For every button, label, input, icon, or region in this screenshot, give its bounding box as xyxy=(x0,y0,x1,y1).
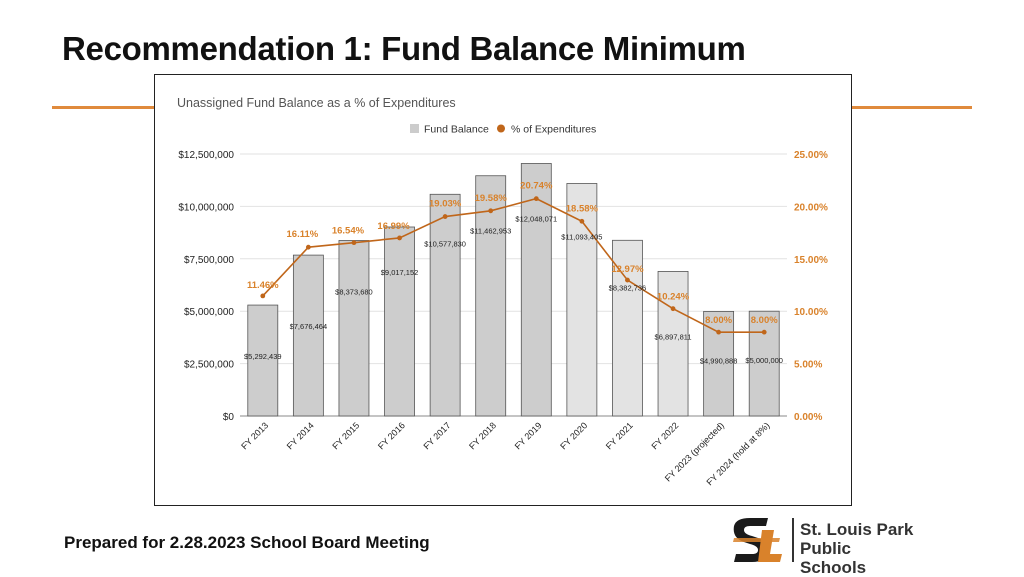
line-data-label: 8.00% xyxy=(751,315,778,326)
y-right-tick-label: 15.00% xyxy=(794,255,828,266)
bar-data-label: $11,462,953 xyxy=(470,227,511,236)
fund-balance-chart: Unassigned Fund Balance as a % of Expend… xyxy=(177,96,828,487)
line-data-label: 8.00% xyxy=(705,315,732,326)
bar xyxy=(429,193,461,417)
line-point xyxy=(670,306,676,312)
bar-data-label: $9,017,152 xyxy=(381,268,419,277)
line-point xyxy=(625,277,630,283)
bar-data-label: $7,676,464 xyxy=(290,322,328,331)
bar xyxy=(384,226,415,417)
y-right-tick-label: 10.00% xyxy=(794,307,828,318)
x-tick-label: FY 2013 xyxy=(239,420,270,451)
line-point xyxy=(488,208,494,214)
y-right-tick-label: 0.00% xyxy=(794,412,822,423)
line-data-label: 12.97% xyxy=(611,264,644,275)
bar-data-label: $10,577,830 xyxy=(424,239,466,248)
x-tick-label: FY 2021 xyxy=(604,420,635,451)
y-right-tick-label: 20.00% xyxy=(794,202,828,213)
chart-frame: Unassigned Fund Balance as a % of Expend… xyxy=(154,74,852,506)
line-point xyxy=(305,244,311,250)
logo-line-1: St. Louis Park xyxy=(800,520,914,539)
x-tick-label: FY 2020 xyxy=(558,420,589,451)
logo-text: St. Louis Park Public Schools xyxy=(800,520,918,577)
bar-data-label: $4,990,888 xyxy=(700,356,738,365)
line-point xyxy=(761,329,767,335)
bar-data-label: $5,292,439 xyxy=(244,352,282,361)
bar xyxy=(612,239,643,417)
pct-expenditures-line xyxy=(262,197,765,333)
y-left-tick-label: $10,000,000 xyxy=(178,202,234,213)
line-point xyxy=(716,329,722,335)
logo-divider xyxy=(792,518,794,562)
school-logo: St. Louis Park Public Schools xyxy=(728,512,918,577)
x-tick-label: FY 2022 xyxy=(649,420,680,451)
bar xyxy=(748,310,780,417)
line-data-label: 18.58% xyxy=(566,203,599,214)
bar xyxy=(703,310,735,417)
line-point xyxy=(260,293,266,299)
line-data-label: 19.58% xyxy=(475,193,508,204)
bar xyxy=(475,175,507,417)
x-tick-label: FY 2016 xyxy=(376,420,407,451)
y-left-tick-label: $5,000,000 xyxy=(184,307,234,318)
accent-rule-left xyxy=(52,106,154,109)
legend-swatch-pct-expenditures xyxy=(497,124,505,133)
bar-data-label: $11,093,405 xyxy=(561,232,602,241)
bar-data-label: $8,373,680 xyxy=(335,287,373,296)
bar xyxy=(338,240,370,417)
x-tick-label: FY 2017 xyxy=(422,420,453,451)
line-data-label: 16.99% xyxy=(377,221,410,232)
accent-rule-right xyxy=(852,106,972,109)
line-data-label: 10.24% xyxy=(657,292,690,303)
slp-logo-icon xyxy=(730,516,784,564)
line-point xyxy=(397,235,402,241)
legend-label-fund-balance: Fund Balance xyxy=(424,124,489,136)
bar-data-label: $6,897,811 xyxy=(655,332,692,341)
line-point xyxy=(351,240,357,246)
bar xyxy=(520,163,552,417)
y-left-tick-label: $2,500,000 xyxy=(184,360,234,371)
bar xyxy=(247,304,279,417)
slide-title: Recommendation 1: Fund Balance Minimum xyxy=(62,30,746,67)
line-data-label: 11.46% xyxy=(247,280,279,291)
logo-line-2: Public Schools xyxy=(800,539,867,577)
bar-data-label: $8,382,736 xyxy=(609,283,647,292)
line-data-label: 16.54% xyxy=(332,226,365,237)
legend-swatch-fund-balance xyxy=(410,124,419,133)
x-tick-label: FY 2019 xyxy=(513,420,544,451)
line-data-label: 19.03% xyxy=(429,199,462,210)
chart-title: Unassigned Fund Balance as a % of Expend… xyxy=(177,96,456,110)
x-tick-label: FY 2014 xyxy=(285,420,316,451)
x-tick-label: FY 2018 xyxy=(467,420,498,451)
bar xyxy=(657,271,689,417)
chart-legend: Fund Balance % of Expenditures xyxy=(410,124,596,136)
y-right-tick-label: 25.00% xyxy=(794,150,828,161)
bar xyxy=(292,254,324,417)
legend-label-pct-expenditures: % of Expenditures xyxy=(511,124,596,136)
x-tick-label: FY 2015 xyxy=(330,420,361,451)
y-right-tick-label: 5.00% xyxy=(794,360,822,371)
y-left-tick-label: $12,500,000 xyxy=(178,150,234,161)
y-left-tick-label: $0 xyxy=(223,412,235,423)
y-left-tick-label: $7,500,000 xyxy=(184,255,234,266)
line-point xyxy=(442,214,448,219)
line-point xyxy=(533,196,539,202)
line-point xyxy=(579,218,585,224)
bar-data-label: $5,000,000 xyxy=(745,356,783,365)
line-data-label: 20.74% xyxy=(520,181,553,192)
bar-data-label: $12,048,071 xyxy=(515,214,557,223)
bar xyxy=(566,183,598,417)
footer-text: Prepared for 2.28.2023 School Board Meet… xyxy=(64,533,430,552)
line-data-label: 16.11% xyxy=(287,229,319,240)
